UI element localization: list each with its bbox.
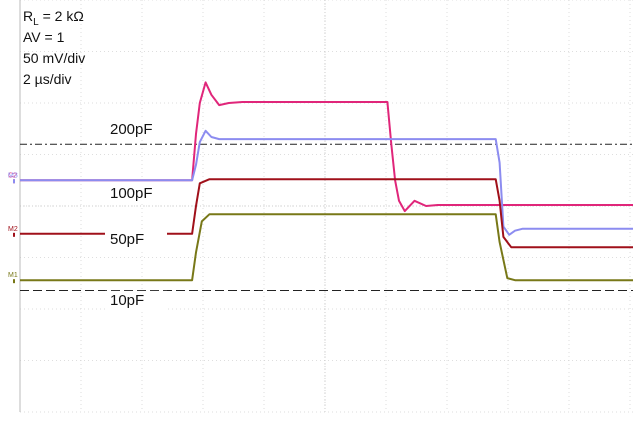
setting-text: 50 mV/div — [23, 50, 85, 66]
trace-label-bg — [105, 290, 167, 310]
trace-label: 50pF — [110, 231, 144, 248]
graticule — [19, 0, 633, 413]
trace-line — [20, 178, 633, 249]
reference-lines — [20, 143, 633, 291]
trace-label: 100pF — [110, 185, 153, 202]
trace-line — [20, 129, 633, 236]
trace-label: 10pF — [110, 292, 144, 309]
channel-marker-label: C2 — [8, 172, 17, 179]
setting-text: AV = 1 — [23, 29, 65, 45]
trace-line — [20, 213, 633, 282]
trace-label-bg — [105, 119, 167, 139]
waveform-traces — [20, 81, 633, 282]
setting-text: RL = 2 kΩ — [23, 8, 84, 28]
channel-marker-label: M1 — [8, 272, 18, 279]
channel-marker-label: M3 — [8, 172, 18, 179]
channel-marker-label: M2 — [8, 226, 18, 233]
trace-label: 200pF — [110, 121, 153, 138]
setting-text: 2 µs/div — [23, 71, 72, 87]
trace-label-bg — [105, 230, 167, 250]
trace-labels: 200pF 100pF 50pF 10pF — [105, 119, 167, 310]
trace-label-bg — [105, 183, 167, 203]
trace-line — [20, 81, 633, 213]
